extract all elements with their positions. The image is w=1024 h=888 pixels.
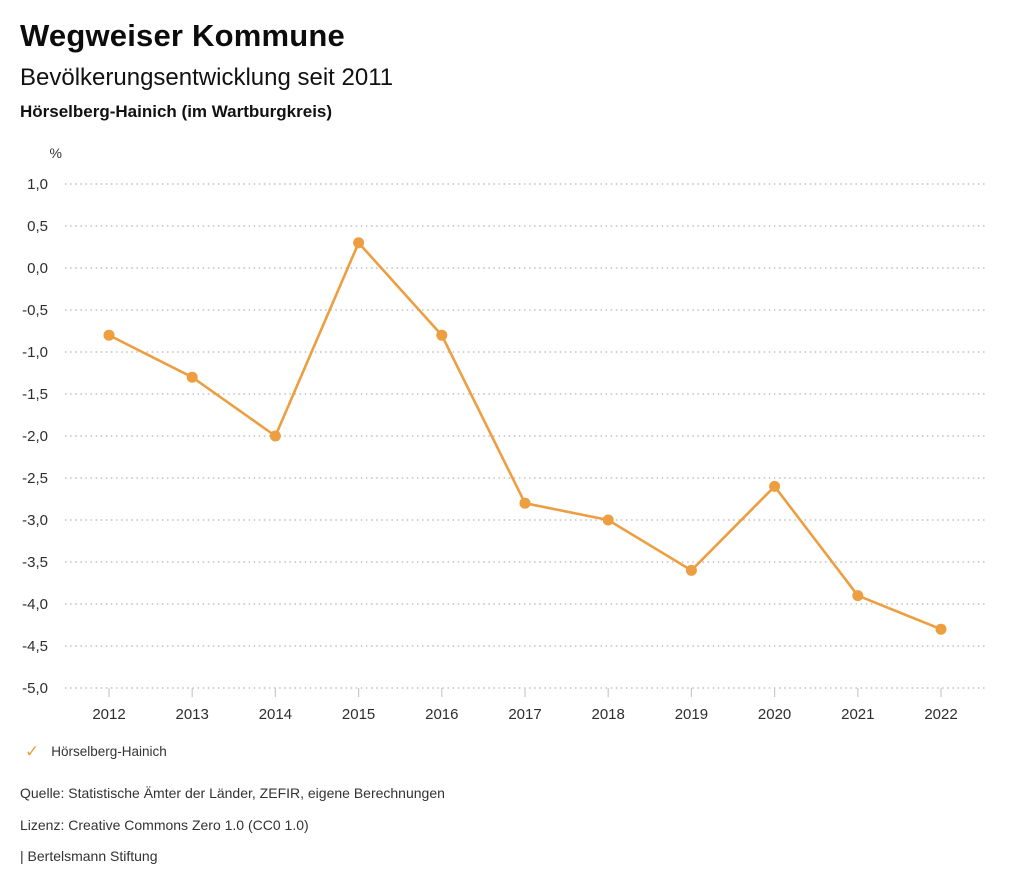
y-tick-label: -4,5 [22,638,48,655]
source-line: Quelle: Statistische Ämter der Länder, Z… [20,785,445,801]
y-tick-label: 0,5 [27,218,48,235]
y-tick-label: -5,0 [22,680,48,697]
y-tick-label: -3,0 [22,512,48,529]
population-line-chart: % 1,0 0,5 0,0 -0,5 -1,0 -1,5 -2,0 -2,5 -3,0 -3,5 -4… [0,140,1024,740]
data-point-2013[interactable] [186,371,198,383]
y-tick-label: -1,5 [22,386,48,403]
data-point-2021[interactable] [852,590,864,602]
legend-item[interactable]: ✓ Hörselberg-Hainich [25,743,167,761]
x-tick-label: 2019 [675,706,708,723]
x-tick-label: 2017 [508,706,541,723]
x-tick-label: 2018 [592,706,625,723]
data-point-2020[interactable] [769,480,781,492]
y-tick-label: -2,0 [22,428,48,445]
legend-label: Hörselberg-Hainich [51,744,167,759]
data-point-2019[interactable] [685,564,697,576]
data-point-2012[interactable] [103,329,115,341]
data-point-2015[interactable] [353,237,365,249]
y-tick-label: -3,5 [22,554,48,571]
license-line: Lizenz: Creative Commons Zero 1.0 (CC0 1… [20,817,309,833]
data-point-2018[interactable] [602,514,614,526]
y-tick-label: -1,0 [22,344,48,361]
y-tick-label: -2,5 [22,470,48,487]
data-point-2014[interactable] [269,430,281,442]
chart-title: Bevölkerungsentwicklung seit 2011 [20,64,394,91]
y-tick-label: 1,0 [27,176,48,193]
x-tick-label: 2013 [176,706,209,723]
x-tick-label: 2022 [924,706,957,723]
x-tick-label: 2016 [425,706,458,723]
x-tick-label: 2021 [841,706,874,723]
x-tick-label: 2014 [259,706,292,723]
chart-canvas: %1,0 0,5 0,0 -0,5 -1,0 -1,5 -2,0 -2,5 -3,0 -3,5 -4… [22,145,988,723]
data-point-2017[interactable] [519,497,531,509]
y-axis-unit-label: % [50,145,62,161]
region-title: Hörselberg-Hainich (im Wartburgkreis) [20,102,333,121]
data-point-2016[interactable] [436,329,448,341]
data-point-2022[interactable] [935,623,947,635]
y-tick-label: -4,0 [22,596,48,613]
y-tick-label: -0,5 [22,302,48,319]
page-title: Wegweiser Kommune [20,18,345,53]
attribution-line: | Bertelsmann Stiftung [20,848,158,864]
legend-check-icon: ✓ [25,742,40,761]
y-tick-label: 0,0 [27,260,48,277]
x-tick-label: 2015 [342,706,375,723]
x-tick-label: 2020 [758,706,791,723]
x-tick-label: 2012 [92,706,125,723]
